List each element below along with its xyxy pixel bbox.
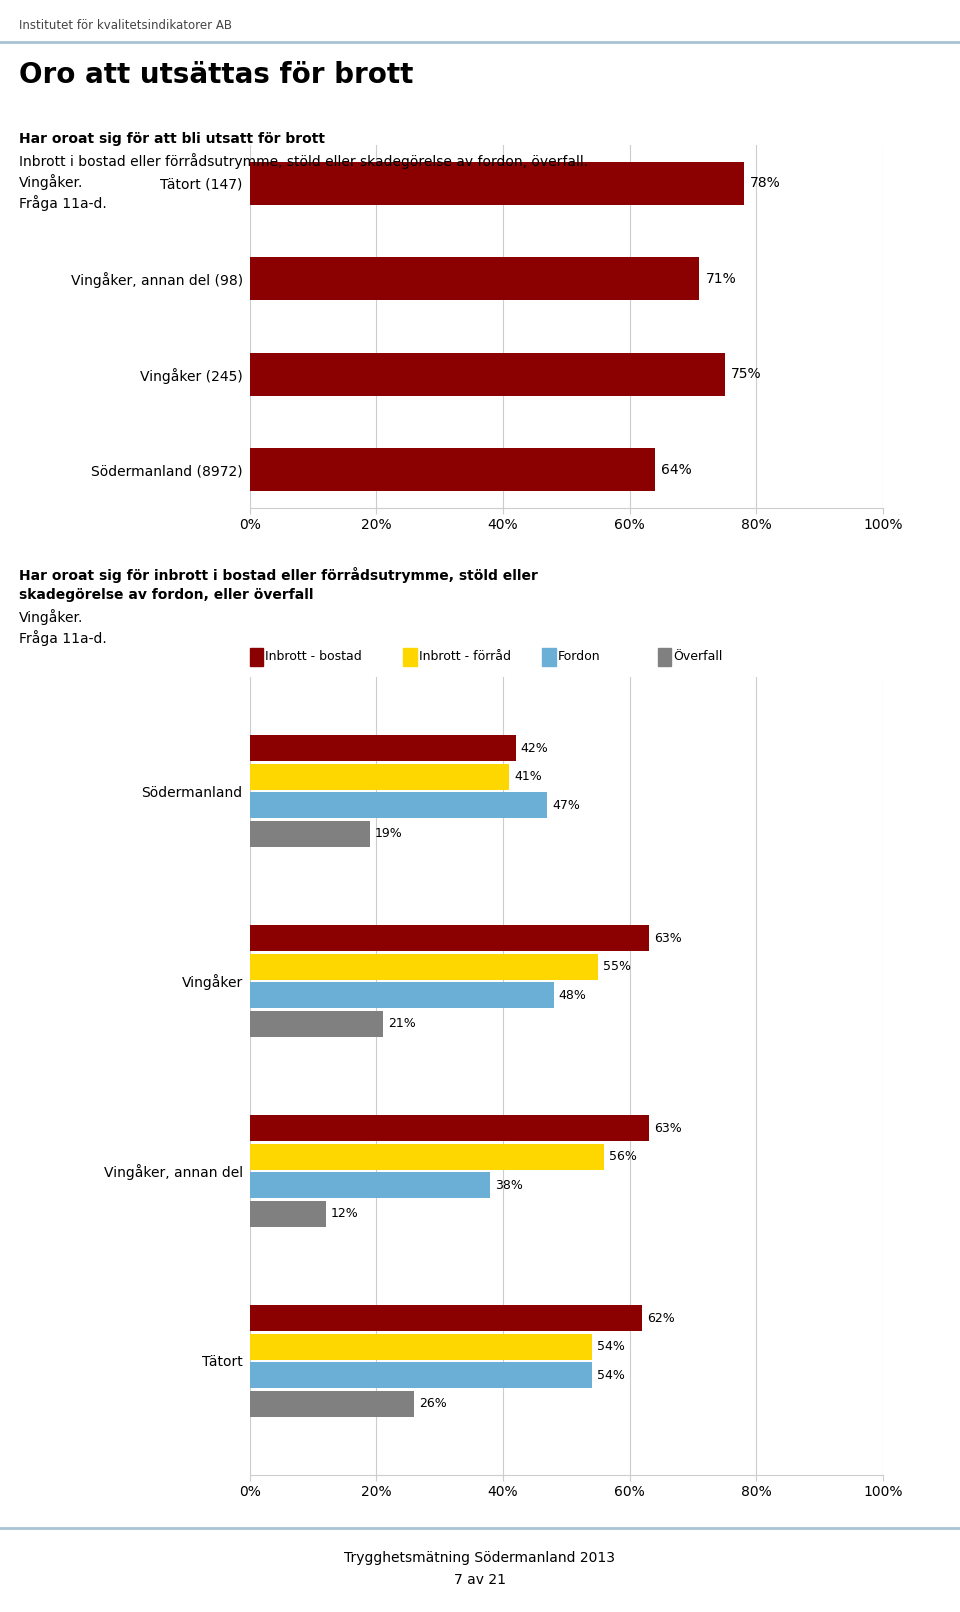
Text: Har oroat sig för inbrott i bostad eller förrådsutrymme, stöld eller: Har oroat sig för inbrott i bostad eller…	[19, 567, 538, 584]
Text: 19%: 19%	[375, 827, 403, 840]
Bar	[250, 954, 598, 980]
Text: 41%: 41%	[515, 771, 542, 783]
Bar	[250, 982, 554, 1008]
Bar	[250, 1201, 325, 1227]
Text: 21%: 21%	[388, 1017, 416, 1030]
Text: Institutet för kvalitetsindikatorer AB: Institutet för kvalitetsindikatorer AB	[19, 19, 232, 32]
Bar	[250, 1116, 649, 1141]
Text: 26%: 26%	[420, 1398, 447, 1410]
Text: Vingåker.: Vingåker.	[19, 174, 84, 190]
Text: 64%: 64%	[661, 463, 692, 477]
Bar	[250, 764, 510, 790]
Text: Fråga 11a-d.: Fråga 11a-d.	[19, 195, 107, 211]
Text: 63%: 63%	[654, 932, 682, 945]
Bar	[250, 925, 649, 951]
Text: Har oroat sig för att bli utsatt för brott: Har oroat sig för att bli utsatt för bro…	[19, 132, 325, 147]
Text: 63%: 63%	[654, 1122, 682, 1135]
Bar	[250, 1391, 415, 1417]
Bar	[250, 1172, 491, 1198]
Text: 62%: 62%	[647, 1312, 675, 1325]
Text: Trygghetsmätning Södermanland 2013: Trygghetsmätning Södermanland 2013	[345, 1551, 615, 1565]
Text: 12%: 12%	[330, 1207, 358, 1220]
Text: 54%: 54%	[597, 1340, 625, 1352]
Bar	[250, 1145, 605, 1170]
Text: Inbrott - förråd: Inbrott - förråd	[419, 650, 511, 663]
Text: 38%: 38%	[495, 1178, 523, 1191]
Text: Vingåker.: Vingåker.	[19, 609, 84, 625]
Text: 48%: 48%	[559, 988, 587, 1001]
Text: 78%: 78%	[750, 176, 780, 190]
Text: 47%: 47%	[552, 800, 581, 812]
Bar	[250, 448, 655, 492]
Bar	[250, 735, 516, 761]
Text: 54%: 54%	[597, 1369, 625, 1381]
Bar	[250, 793, 547, 819]
Text: Oro att utsättas för brott: Oro att utsättas för brott	[19, 61, 414, 89]
Text: skadegörelse av fordon, eller överfall: skadegörelse av fordon, eller överfall	[19, 588, 314, 603]
Text: Fordon: Fordon	[558, 650, 600, 663]
Text: Överfall: Överfall	[673, 650, 722, 663]
Text: 7 av 21: 7 av 21	[454, 1573, 506, 1588]
Bar	[250, 1333, 591, 1359]
Bar	[250, 1306, 642, 1332]
Bar	[250, 821, 370, 846]
Text: Inbrott - bostad: Inbrott - bostad	[265, 650, 362, 663]
Text: 56%: 56%	[610, 1151, 637, 1164]
Bar	[250, 353, 725, 395]
Text: 42%: 42%	[520, 742, 548, 754]
Text: 75%: 75%	[732, 368, 762, 380]
Bar	[250, 1362, 591, 1388]
Text: 71%: 71%	[706, 272, 736, 285]
Text: Inbrott i bostad eller förrådsutrymme, stöld eller skadegörelse av fordon, överf: Inbrott i bostad eller förrådsutrymme, s…	[19, 153, 588, 169]
Bar	[250, 1011, 383, 1037]
Bar	[250, 161, 744, 205]
Text: 55%: 55%	[603, 961, 631, 974]
Bar	[250, 258, 700, 300]
Text: Fråga 11a-d.: Fråga 11a-d.	[19, 630, 107, 646]
